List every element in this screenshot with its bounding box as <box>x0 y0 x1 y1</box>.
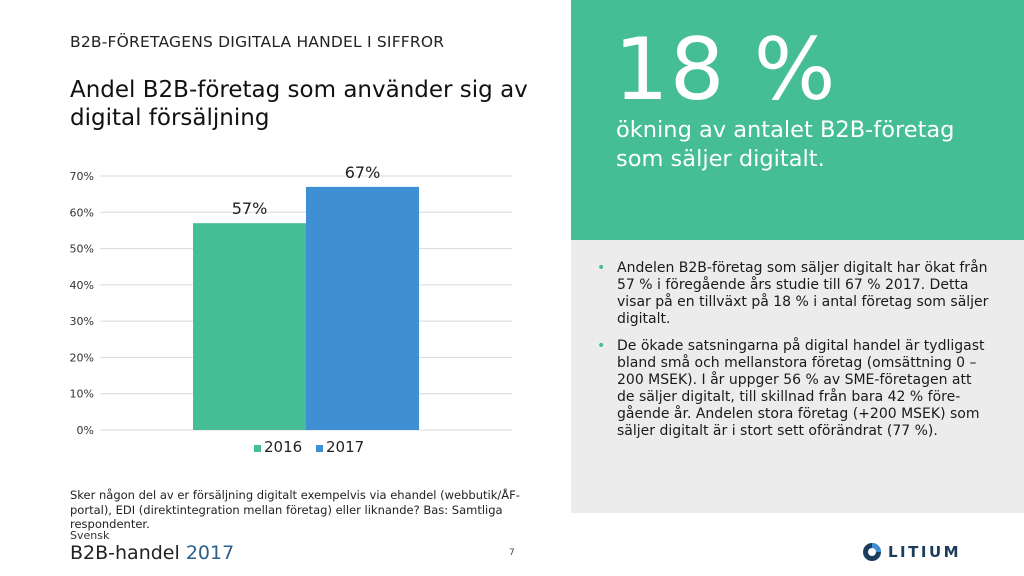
highlight-caption: ökning av antalet B2B-företag som säljer… <box>616 117 955 172</box>
logo-text: LITIUM <box>888 543 962 561</box>
y-tick-label: 20% <box>70 351 94 364</box>
bullet-item: • De ökade satsningarna på digital handel… <box>597 338 992 440</box>
legend-swatch <box>254 445 261 452</box>
y-tick-label: 60% <box>70 206 94 219</box>
legend-label: 2016 <box>264 438 302 456</box>
bullet-dot-icon: • <box>597 338 606 354</box>
litium-logo-icon <box>863 543 881 561</box>
brand-name-text: B2B-handel <box>70 542 180 564</box>
data-label: 67% <box>345 163 381 182</box>
brand-year: 2017 <box>185 542 235 564</box>
bullet-item: • Andelen B2B-företag som säljer digitalt… <box>597 260 992 328</box>
legend-swatch <box>316 445 323 452</box>
y-tick-label: 40% <box>70 279 94 292</box>
slide-kicker: B2B-FÖRETAGENS DIGITALA HANDEL I SIFFROR <box>70 33 445 51</box>
y-tick-label: 10% <box>70 388 94 401</box>
brand-mark: Svensk B2B-handel 2017 <box>70 529 234 565</box>
chart-title: Andel B2B-företag som använder sig av di… <box>70 77 528 131</box>
y-tick-label: 0% <box>77 424 94 437</box>
litium-logo: LITIUM <box>862 542 961 562</box>
bullet-dot-icon: • <box>597 260 606 276</box>
data-label: 57% <box>232 199 268 218</box>
brand-small-text: Svensk <box>70 529 110 542</box>
bullet-list: • Andelen B2B-företag som säljer digitalt… <box>597 260 992 450</box>
legend-label: 2017 <box>326 438 364 456</box>
brand-name: B2B-handel 2017 <box>70 542 234 564</box>
bar-2017 <box>306 186 419 430</box>
highlight-panel: 18 % ökning av antalet B2B-företag som s… <box>571 0 1024 240</box>
y-tick-label: 70% <box>70 170 94 183</box>
bar-chart: 0% 10% 20% 30% 40% 50% 60% 70% 57% 67% 2016 2017 <box>70 163 512 456</box>
y-tick-label: 50% <box>70 243 94 256</box>
bullet-text: Andelen B2B-företag som säljer digitalt … <box>617 260 989 327</box>
footnote: Sker någon del av er försäljning digital… <box>70 488 520 531</box>
bullet-panel: • Andelen B2B-företag som säljer digitalt… <box>571 240 1024 513</box>
page-number: 7 <box>509 548 515 558</box>
highlight-stat: 18 % <box>614 20 837 120</box>
bar-2016 <box>193 223 306 430</box>
y-tick-label: 30% <box>70 315 94 328</box>
bullet-text: De ökade satsningarna på digital handel … <box>617 338 985 439</box>
